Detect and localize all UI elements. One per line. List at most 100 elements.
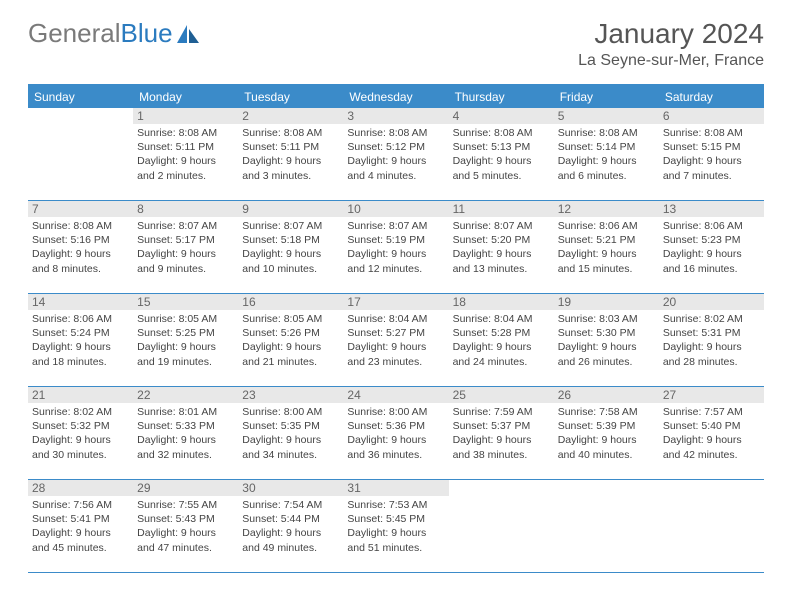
day-cell: 25Sunrise: 7:59 AMSunset: 5:37 PMDayligh… <box>449 387 554 479</box>
daylight-line: Daylight: 9 hours and 36 minutes. <box>347 433 444 461</box>
sunset-line: Sunset: 5:32 PM <box>32 419 129 433</box>
dow-wednesday: Wednesday <box>343 86 448 108</box>
sunrise-line: Sunrise: 8:08 AM <box>242 126 339 140</box>
day-details: Sunrise: 8:07 AMSunset: 5:18 PMDaylight:… <box>242 219 339 276</box>
page-header: GeneralBlue January 2024 La Seyne-sur-Me… <box>0 0 792 78</box>
daylight-line: Daylight: 9 hours and 18 minutes. <box>32 340 129 368</box>
day-cell: 31Sunrise: 7:53 AMSunset: 5:45 PMDayligh… <box>343 480 448 572</box>
day-number: 29 <box>133 480 238 496</box>
sunset-line: Sunset: 5:36 PM <box>347 419 444 433</box>
sunset-line: Sunset: 5:17 PM <box>137 233 234 247</box>
day-details: Sunrise: 8:06 AMSunset: 5:23 PMDaylight:… <box>663 219 760 276</box>
logo-text-gray: General <box>28 18 121 49</box>
day-details: Sunrise: 8:00 AMSunset: 5:35 PMDaylight:… <box>242 405 339 462</box>
day-number: 9 <box>238 201 343 217</box>
day-details: Sunrise: 8:06 AMSunset: 5:24 PMDaylight:… <box>32 312 129 369</box>
sunset-line: Sunset: 5:20 PM <box>453 233 550 247</box>
sunrise-line: Sunrise: 7:58 AM <box>558 405 655 419</box>
daylight-line: Daylight: 9 hours and 16 minutes. <box>663 247 760 275</box>
day-cell: 12Sunrise: 8:06 AMSunset: 5:21 PMDayligh… <box>554 201 659 293</box>
day-of-week-row: Sunday Monday Tuesday Wednesday Thursday… <box>28 86 764 108</box>
day-number: 26 <box>554 387 659 403</box>
daylight-line: Daylight: 9 hours and 19 minutes. <box>137 340 234 368</box>
daylight-line: Daylight: 9 hours and 12 minutes. <box>347 247 444 275</box>
dow-friday: Friday <box>554 86 659 108</box>
dow-sunday: Sunday <box>28 86 133 108</box>
day-details: Sunrise: 8:05 AMSunset: 5:25 PMDaylight:… <box>137 312 234 369</box>
sunset-line: Sunset: 5:41 PM <box>32 512 129 526</box>
day-details: Sunrise: 7:58 AMSunset: 5:39 PMDaylight:… <box>558 405 655 462</box>
day-details: Sunrise: 7:53 AMSunset: 5:45 PMDaylight:… <box>347 498 444 555</box>
day-cell: 20Sunrise: 8:02 AMSunset: 5:31 PMDayligh… <box>659 294 764 386</box>
day-details: Sunrise: 7:56 AMSunset: 5:41 PMDaylight:… <box>32 498 129 555</box>
logo-sail-icon <box>175 23 201 45</box>
day-number: 19 <box>554 294 659 310</box>
day-cell: 3Sunrise: 8:08 AMSunset: 5:12 PMDaylight… <box>343 108 448 200</box>
sunrise-line: Sunrise: 8:08 AM <box>137 126 234 140</box>
day-cell: 7Sunrise: 8:08 AMSunset: 5:16 PMDaylight… <box>28 201 133 293</box>
sunset-line: Sunset: 5:18 PM <box>242 233 339 247</box>
sunset-line: Sunset: 5:26 PM <box>242 326 339 340</box>
day-number: 2 <box>238 108 343 124</box>
location-label: La Seyne-sur-Mer, France <box>578 52 764 70</box>
day-cell: 4Sunrise: 8:08 AMSunset: 5:13 PMDaylight… <box>449 108 554 200</box>
day-number: 13 <box>659 201 764 217</box>
day-details: Sunrise: 8:08 AMSunset: 5:11 PMDaylight:… <box>137 126 234 183</box>
day-details: Sunrise: 8:00 AMSunset: 5:36 PMDaylight:… <box>347 405 444 462</box>
day-cell: 5 Sunrise: 8:08 AMSunset: 5:14 PMDaylight… <box>554 108 659 200</box>
day-details: Sunrise: 7:59 AMSunset: 5:37 PMDaylight:… <box>453 405 550 462</box>
daylight-line: Daylight: 9 hours and 24 minutes. <box>453 340 550 368</box>
sunset-line: Sunset: 5:28 PM <box>453 326 550 340</box>
sunrise-line: Sunrise: 8:04 AM <box>453 312 550 326</box>
dow-tuesday: Tuesday <box>238 86 343 108</box>
day-number: 27 <box>659 387 764 403</box>
daylight-line: Daylight: 9 hours and 21 minutes. <box>242 340 339 368</box>
day-details: Sunrise: 8:02 AMSunset: 5:32 PMDaylight:… <box>32 405 129 462</box>
daylight-line: Daylight: 9 hours and 15 minutes. <box>558 247 655 275</box>
sunrise-line: Sunrise: 7:54 AM <box>242 498 339 512</box>
week-row: 14Sunrise: 8:06 AMSunset: 5:24 PMDayligh… <box>28 294 764 387</box>
sunrise-line: Sunrise: 8:07 AM <box>242 219 339 233</box>
day-cell: 8Sunrise: 8:07 AMSunset: 5:17 PMDaylight… <box>133 201 238 293</box>
daylight-line: Daylight: 9 hours and 10 minutes. <box>242 247 339 275</box>
day-details: Sunrise: 8:02 AMSunset: 5:31 PMDaylight:… <box>663 312 760 369</box>
day-cell <box>659 480 764 572</box>
day-cell: 17Sunrise: 8:04 AMSunset: 5:27 PMDayligh… <box>343 294 448 386</box>
day-cell <box>449 480 554 572</box>
daylight-line: Daylight: 9 hours and 34 minutes. <box>242 433 339 461</box>
sunset-line: Sunset: 5:35 PM <box>242 419 339 433</box>
daylight-line: Daylight: 9 hours and 8 minutes. <box>32 247 129 275</box>
day-number: 3 <box>343 108 448 124</box>
daylight-line: Daylight: 9 hours and 32 minutes. <box>137 433 234 461</box>
day-number: 5 <box>554 108 659 124</box>
day-cell: 22Sunrise: 8:01 AMSunset: 5:33 PMDayligh… <box>133 387 238 479</box>
day-number <box>28 108 133 110</box>
day-details: Sunrise: 7:55 AMSunset: 5:43 PMDaylight:… <box>137 498 234 555</box>
sunset-line: Sunset: 5:40 PM <box>663 419 760 433</box>
day-details: Sunrise: 8:07 AMSunset: 5:17 PMDaylight:… <box>137 219 234 276</box>
day-details: Sunrise: 8:06 AMSunset: 5:21 PMDaylight:… <box>558 219 655 276</box>
sunrise-line: Sunrise: 8:05 AM <box>242 312 339 326</box>
sunrise-line: Sunrise: 8:06 AM <box>32 312 129 326</box>
logo: GeneralBlue <box>28 18 201 49</box>
day-cell: 18 Sunrise: 8:04 AMSunset: 5:28 PMDayligh… <box>449 294 554 386</box>
sunrise-line: Sunrise: 8:06 AM <box>663 219 760 233</box>
day-cell: 27Sunrise: 7:57 AMSunset: 5:40 PMDayligh… <box>659 387 764 479</box>
sunrise-line: Sunrise: 8:08 AM <box>453 126 550 140</box>
day-number: 1 <box>133 108 238 124</box>
daylight-line: Daylight: 9 hours and 4 minutes. <box>347 154 444 182</box>
day-number: 18 <box>449 294 554 310</box>
day-cell: 1 Sunrise: 8:08 AMSunset: 5:11 PMDaylight… <box>133 108 238 200</box>
sunrise-line: Sunrise: 8:07 AM <box>453 219 550 233</box>
daylight-line: Daylight: 9 hours and 51 minutes. <box>347 526 444 554</box>
daylight-line: Daylight: 9 hours and 47 minutes. <box>137 526 234 554</box>
sunset-line: Sunset: 5:23 PM <box>663 233 760 247</box>
day-cell: 10Sunrise: 8:07 AMSunset: 5:19 PMDayligh… <box>343 201 448 293</box>
day-details: Sunrise: 8:08 AMSunset: 5:14 PMDaylight:… <box>558 126 655 183</box>
daylight-line: Daylight: 9 hours and 6 minutes. <box>558 154 655 182</box>
day-number <box>659 480 764 482</box>
sunset-line: Sunset: 5:16 PM <box>32 233 129 247</box>
day-details: Sunrise: 8:08 AMSunset: 5:16 PMDaylight:… <box>32 219 129 276</box>
sunrise-line: Sunrise: 8:08 AM <box>347 126 444 140</box>
day-cell: 21Sunrise: 8:02 AMSunset: 5:32 PMDayligh… <box>28 387 133 479</box>
